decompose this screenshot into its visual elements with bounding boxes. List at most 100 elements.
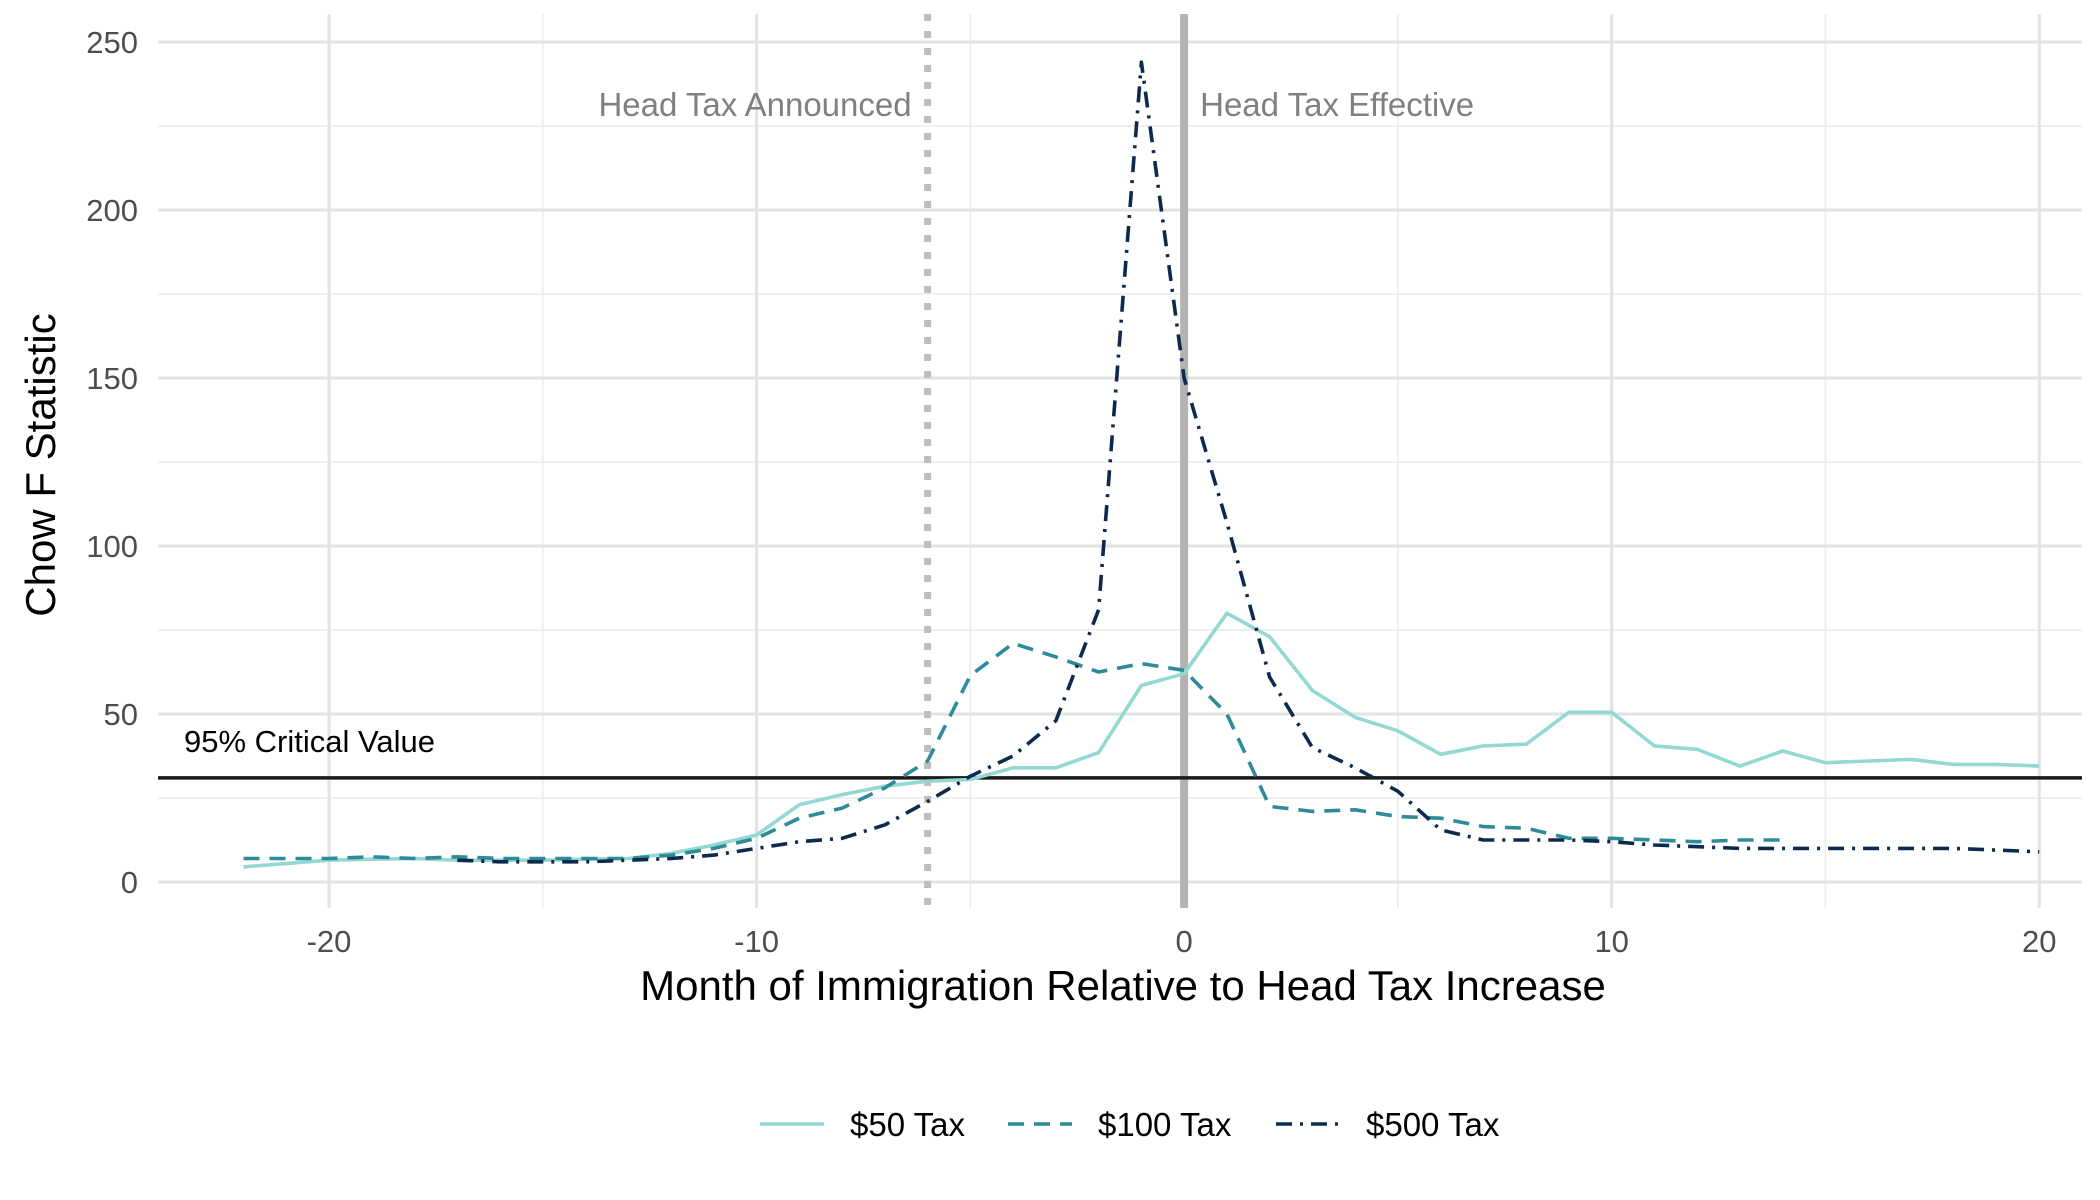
data-point [627,859,630,862]
legend: $50 Tax $100 Tax $500 Tax [760,1106,1500,1143]
data-point [1225,521,1228,524]
data-point [1867,760,1870,763]
data-point [798,803,801,806]
data-point [1696,748,1699,751]
data-point [841,837,844,840]
reference-lines [158,14,2082,908]
data-point [1311,746,1314,749]
x-tick-label: -10 [734,924,779,959]
announced-label: Head Tax Announced [598,86,911,123]
data-point [1354,766,1357,769]
y-tick-label: 100 [86,529,138,564]
legend-item: $500 Tax [1276,1106,1500,1143]
data-point [1225,713,1228,716]
data-point [1183,377,1186,380]
data-point [755,833,758,836]
data-point [285,862,288,865]
x-tick-label: 0 [1176,924,1193,959]
data-point [969,674,972,677]
data-point [670,854,673,857]
data-point [1012,755,1015,758]
data-point [1525,827,1528,830]
data-point [1696,840,1699,843]
data-point [926,800,929,803]
data-point [1311,810,1314,813]
data-point [1311,689,1314,692]
legend-label: $50 Tax [850,1106,965,1143]
data-point [1482,839,1485,842]
data-point [1140,684,1143,687]
data-point [1567,839,1570,842]
data-point [499,857,502,860]
data-point [883,786,886,789]
legend-label: $100 Tax [1098,1106,1232,1143]
data-point [1781,749,1784,752]
series-line-2 [243,641,1783,861]
data-point [413,857,416,860]
data-point [1268,676,1271,679]
data-point [1653,744,1656,747]
data-point [285,857,288,860]
data-point [798,817,801,820]
data-point [1012,642,1015,645]
data-point [1610,837,1613,840]
data-point [1396,729,1399,732]
data-point [1952,847,1955,850]
data-point [969,775,972,778]
data-point [1995,763,1998,766]
x-tick-label: 20 [2022,924,2056,959]
data-point [1012,766,1015,769]
y-tick-label: 250 [86,25,138,60]
y-tick-label: 50 [104,697,138,732]
data-point [499,860,502,863]
data-point [456,855,459,858]
data-point [541,860,544,863]
series-line-1 [243,611,2040,869]
data-point [456,859,459,862]
data-point [1610,840,1613,843]
data-point [1054,655,1057,658]
data-point [712,854,715,857]
critical-value-label: 95% Critical Value [184,724,435,759]
data-point [712,847,715,850]
data-point [670,857,673,860]
legend-label: $500 Tax [1366,1106,1500,1143]
data-point [1909,847,1912,850]
data-point [584,860,587,863]
data-point [1781,839,1784,842]
x-tick-label: -20 [307,924,352,959]
data-point [1225,612,1228,615]
y-tick-label: 0 [121,865,138,900]
data-point [1525,839,1528,842]
data-point [370,855,373,858]
data-point [1738,765,1741,768]
data-point [883,823,886,826]
data-point [1140,662,1143,665]
data-point [841,793,844,796]
data-point [541,857,544,860]
data-point [1824,847,1827,850]
data-point [1738,839,1741,842]
data-point [1482,744,1485,747]
data-point [2038,765,2041,768]
data-point [841,807,844,810]
data-point [1268,805,1271,808]
data-point [1867,847,1870,850]
data-point [1396,815,1399,818]
data-point [1653,839,1656,842]
y-axis-title: Chow F Statistic [17,313,64,616]
data-point [328,857,331,860]
data-point [1653,844,1656,847]
data-point [1824,761,1827,764]
data-point [1396,790,1399,793]
data-point [1482,825,1485,828]
x-axis-title: Month of Immigration Relative to Head Ta… [640,962,1606,1009]
data-point [926,780,929,783]
data-point [798,840,801,843]
data-point [1738,847,1741,850]
data-point [1354,808,1357,811]
data-point [1610,711,1613,714]
